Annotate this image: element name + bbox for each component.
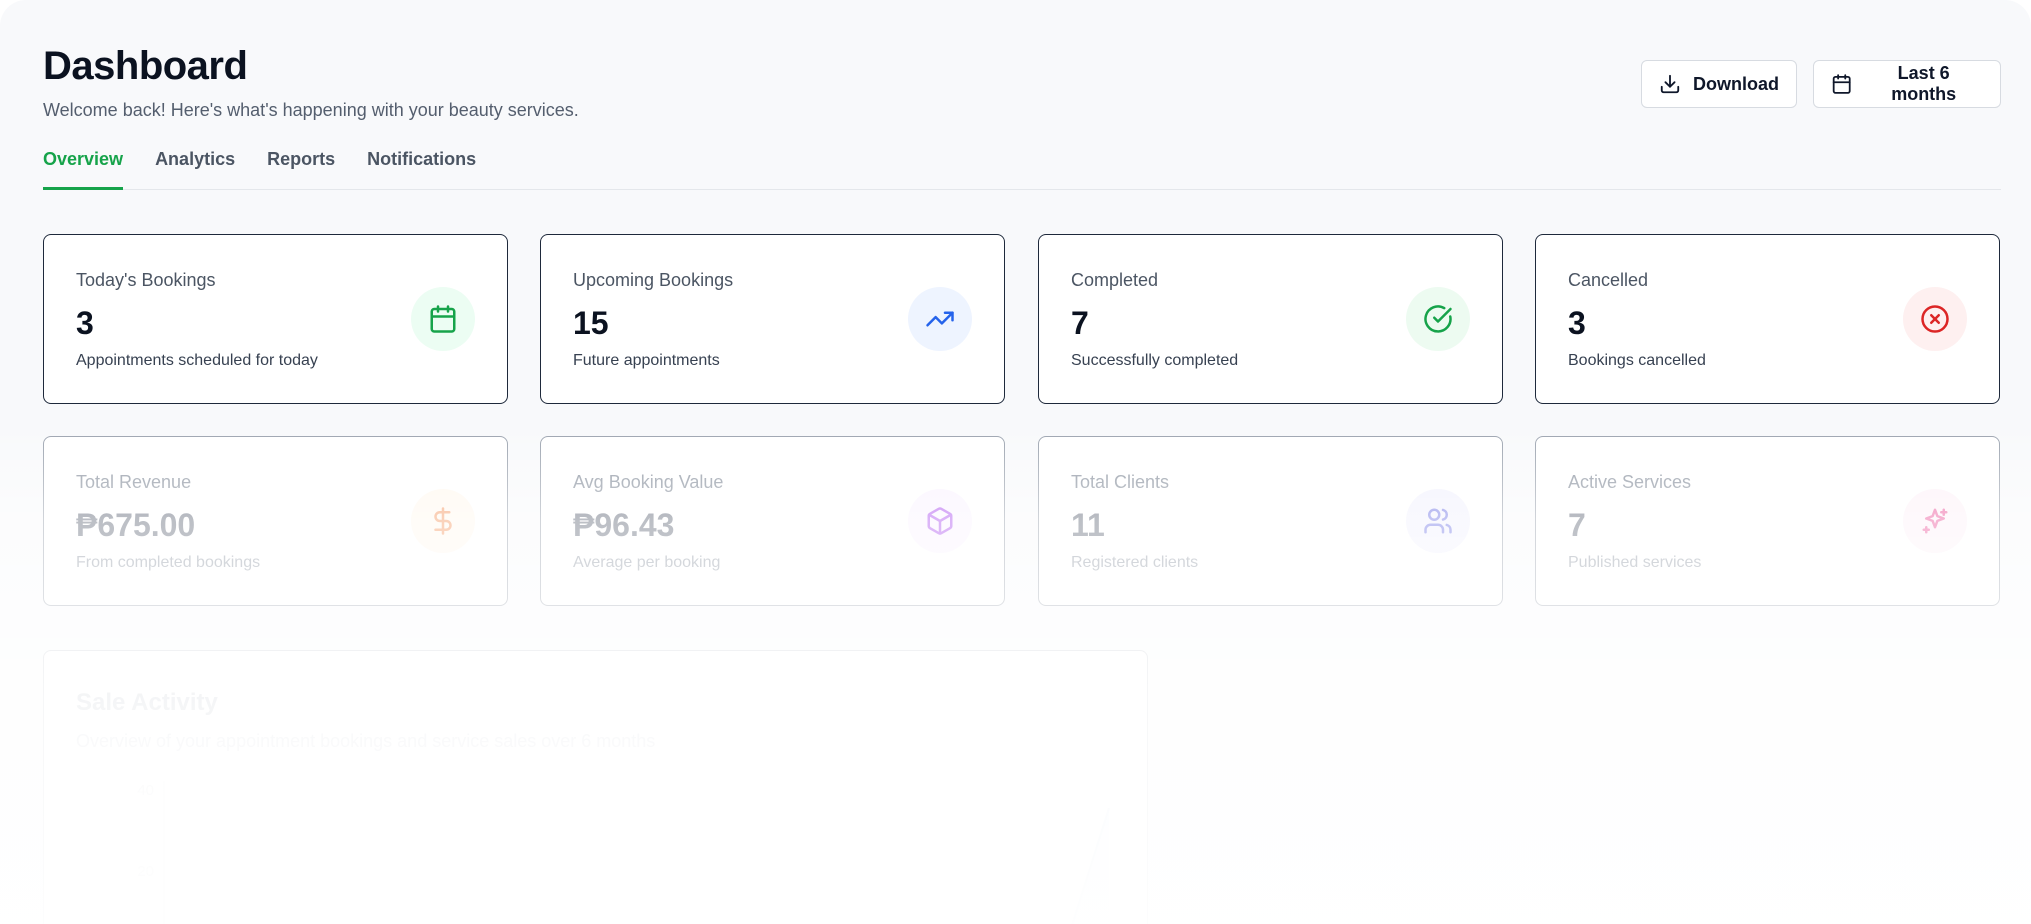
stat-label: Total Revenue	[76, 472, 192, 492]
stat-card-active-services: Active Services 7 Published services	[1535, 436, 2000, 606]
page-title: Dashboard	[43, 44, 248, 88]
stat-value: 11	[1071, 507, 1105, 543]
tab-overview[interactable]: Overview	[43, 147, 124, 190]
date-range-button[interactable]: Last 6 months	[1813, 60, 2001, 108]
stat-label: Today's Bookings	[76, 270, 216, 290]
stat-description: Appointments scheduled for today	[76, 352, 318, 369]
series-area	[1072, 808, 1109, 924]
trending-up-icon	[908, 287, 972, 351]
stat-description: Average per booking	[573, 554, 721, 571]
stat-label: Total Clients	[1071, 472, 1170, 492]
stat-card-avg-booking-value: Avg Booking Value ₱96.43 Average per boo…	[540, 436, 1005, 606]
x-circle-icon	[1903, 287, 1967, 351]
stat-label: Avg Booking Value	[573, 472, 724, 492]
stat-description: Successfully completed	[1071, 352, 1239, 369]
y-tick-label: 20	[137, 863, 154, 880]
stat-label: Cancelled	[1568, 270, 1649, 290]
stat-value: 7	[1071, 305, 1089, 341]
stat-card-completed: Completed 7 Successfully completed	[1038, 234, 1503, 404]
stat-value: ₱675.00	[76, 507, 196, 543]
calendar-icon	[411, 287, 475, 351]
stat-value: 3	[1568, 305, 1586, 341]
stat-value: ₱96.43	[573, 507, 675, 543]
calendar-icon	[1832, 74, 1851, 94]
stat-value: 7	[1568, 507, 1586, 543]
package-icon	[908, 489, 972, 553]
sale-activity-chart: 40 20	[137, 781, 1110, 924]
stat-label: Upcoming Bookings	[573, 270, 734, 290]
download-icon	[1660, 74, 1680, 94]
date-range-label: Last 6 months	[1891, 63, 1957, 104]
users-icon	[1406, 489, 1470, 553]
page-subtitle: Welcome back! Here's what's happening wi…	[43, 100, 579, 120]
sale-activity-card: Sale Activity Overview of your appointme…	[43, 650, 1148, 924]
stat-label: Active Services	[1568, 472, 1692, 492]
check-circle-icon	[1406, 287, 1470, 351]
stat-card-total-clients: Total Clients 11 Registered clients	[1038, 436, 1503, 606]
stat-description: Future appointments	[573, 352, 720, 369]
stat-card-upcoming-bookings: Upcoming Bookings 15 Future appointments	[540, 234, 1005, 404]
stat-card-total-revenue: Total Revenue ₱675.00 From completed boo…	[43, 436, 508, 606]
stat-description: Published services	[1568, 554, 1702, 571]
y-tick-label: 40	[137, 782, 154, 799]
tab-bar: Overview Analytics Reports Notifications	[43, 147, 2001, 190]
sparkles-icon	[1903, 489, 1967, 553]
stat-card-cancelled: Cancelled 3 Bookings cancelled	[1535, 234, 2000, 404]
stat-value: 3	[76, 305, 94, 341]
stat-card-todays-bookings: Today's Bookings 3 Appointments schedule…	[43, 234, 508, 404]
tab-reports[interactable]: Reports	[267, 149, 336, 169]
tab-analytics[interactable]: Analytics	[155, 149, 236, 169]
stat-description: Registered clients	[1071, 554, 1199, 571]
dollar-icon	[411, 489, 475, 553]
stat-description: From completed bookings	[76, 554, 261, 571]
stat-description: Bookings cancelled	[1568, 352, 1706, 369]
tab-notifications[interactable]: Notifications	[367, 149, 477, 169]
stat-value: 15	[573, 305, 609, 341]
download-button[interactable]: Download	[1641, 60, 1797, 108]
stat-label: Completed	[1071, 270, 1159, 290]
download-label: Download	[1693, 73, 1779, 94]
